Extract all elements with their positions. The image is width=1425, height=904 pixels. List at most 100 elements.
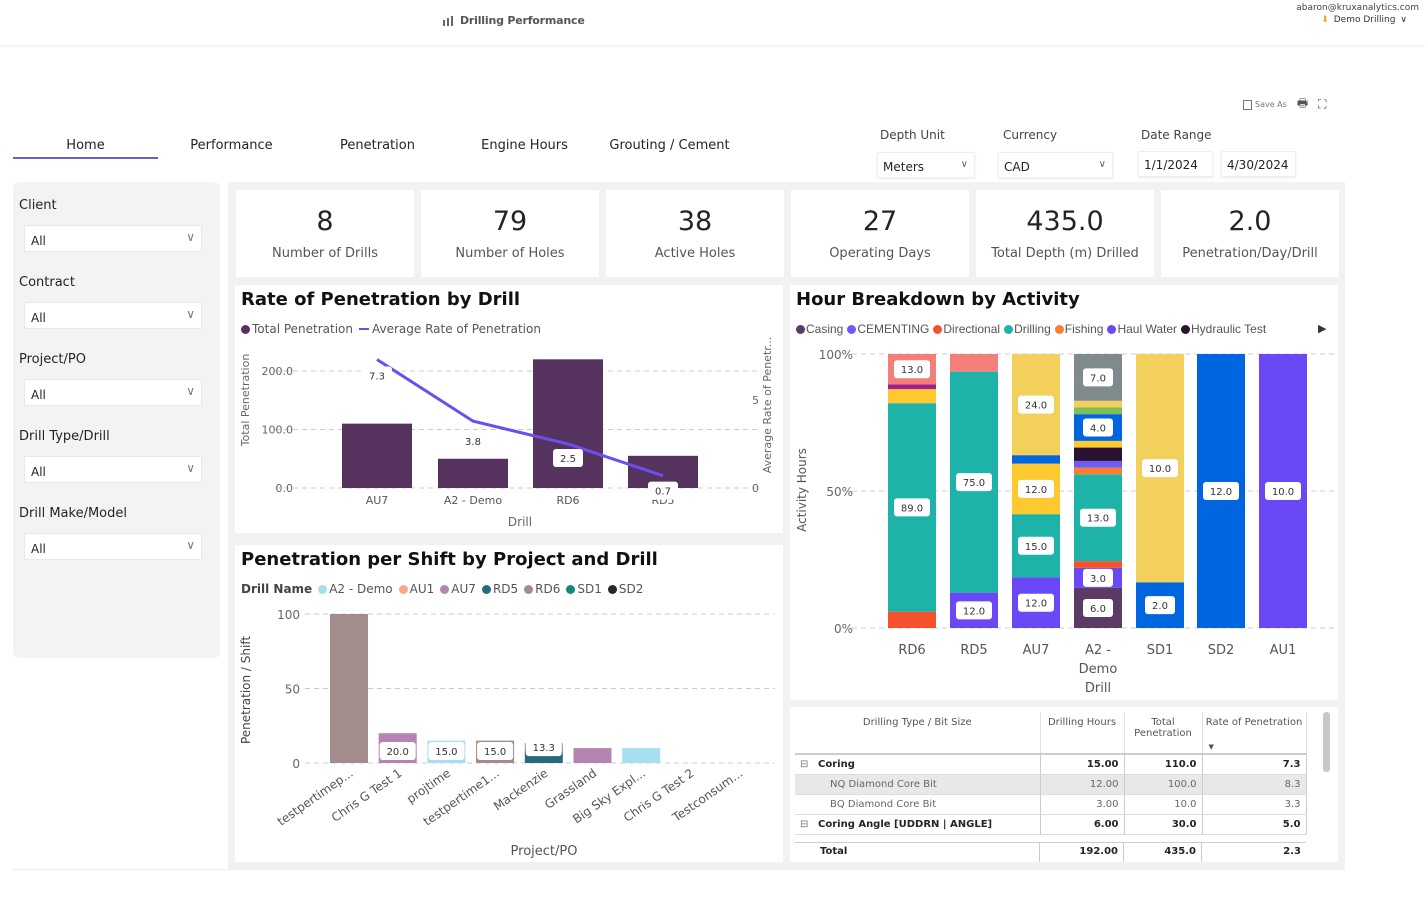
segment-data-label-bg	[1203, 482, 1239, 500]
tab-engine-hours[interactable]: Engine Hours	[481, 138, 568, 153]
start-date-input[interactable]: 1/1/2024	[1138, 151, 1213, 177]
pps-chart-title: Penetration per Shift by Project and Dri…	[241, 549, 658, 570]
bar-segment-fishing[interactable]	[1074, 467, 1122, 475]
legend-dot	[1107, 325, 1117, 334]
filter-dropdown-client[interactable]: All ∨	[24, 225, 202, 252]
table-row[interactable]: NQ Diamond Core Bit 12.00 100.0 8.3	[795, 774, 1307, 795]
table-row[interactable]: ⊟ Coring Angle [UDDRN | ANGLE] 6.00 30.0 5.0	[795, 814, 1307, 835]
legend-item-total-penetration[interactable]: Total Penetration	[241, 322, 353, 336]
kpi-card: 435.0 Total Depth (m) Drilled	[976, 190, 1154, 277]
legend-item[interactable]: A2 - Demo	[318, 582, 393, 596]
table-row[interactable]: BQ Diamond Core Bit 3.00 10.0 3.3	[795, 794, 1307, 815]
print-icon[interactable]: 🖶	[1296, 96, 1309, 110]
col-header-rop-label: Rate of Penetration	[1205, 717, 1303, 728]
kpi-label: Active Holes	[654, 246, 736, 261]
end-date-input[interactable]: 4/30/2024	[1221, 151, 1296, 177]
legend-label: A2 - Demo	[329, 582, 393, 596]
segment-data-label-bg	[1018, 395, 1054, 414]
filter-label: Contract	[19, 275, 75, 290]
bar-segment-directional[interactable]	[1074, 561, 1122, 568]
line-data-label: 2.5	[560, 454, 576, 465]
table-scrollbar[interactable]	[1323, 712, 1330, 772]
bar-segment-hydraulic-test[interactable]	[1074, 447, 1122, 461]
tab-grouting-cement[interactable]: Grouting / Cement	[609, 138, 730, 153]
filter-label: Drill Type/Drill	[19, 429, 110, 444]
cell-hours: 12.00	[1040, 774, 1125, 795]
col-header-rop[interactable]: Rate of Penetration ▼	[1202, 712, 1307, 755]
y-tick-label: 50%	[826, 485, 853, 499]
segment-data-label: 24.0	[1025, 401, 1047, 412]
legend-item[interactable]: Casing	[796, 322, 843, 336]
collapse-icon[interactable]: ⊟	[800, 758, 809, 770]
legend-item[interactable]: Fishing	[1054, 322, 1103, 336]
legend-item[interactable]: Drilling	[1004, 322, 1051, 336]
bar-segment[interactable]	[1012, 455, 1060, 464]
col-header-type[interactable]: Drilling Type / Bit Size	[795, 712, 1041, 755]
filter-dropdown-drill-type-drill[interactable]: All ∨	[24, 456, 202, 483]
bar-segment[interactable]	[950, 354, 998, 372]
legend-dot	[847, 325, 857, 334]
save-as-button[interactable]: Save As	[1243, 99, 1287, 110]
col-header-penetration[interactable]: Total Penetration	[1124, 712, 1203, 755]
legend-item[interactable]: Directional	[933, 322, 1000, 336]
legend-item[interactable]: CEMENTING	[847, 322, 929, 336]
bar-RD6[interactable]	[533, 359, 603, 488]
legend-dot	[1181, 325, 1191, 334]
cell-pen: 110.0	[1124, 754, 1203, 775]
total-penetration: 435.0	[1124, 843, 1202, 862]
bar-segment[interactable]	[1074, 407, 1122, 415]
line-data-label-bg	[553, 449, 583, 467]
legend-item[interactable]: Haul Water	[1107, 322, 1177, 336]
bar-segment[interactable]	[888, 384, 936, 390]
filter-dropdown-drill-make-model[interactable]: All ∨	[24, 533, 202, 560]
kpi-card: 2.0 Penetration/Day/Drill	[1161, 190, 1339, 277]
kpi-label: Number of Holes	[455, 246, 565, 261]
bar-segment-cementing[interactable]	[1074, 460, 1122, 468]
col-header-hours[interactable]: Drilling Hours	[1040, 712, 1125, 755]
y-tick-label: 0.0	[276, 482, 294, 495]
legend-item[interactable]: SD1	[566, 582, 602, 596]
depth-unit-dropdown[interactable]: Meters ∨	[877, 152, 975, 178]
segment-data-label-bg	[1083, 598, 1113, 617]
bar-segment[interactable]	[1074, 440, 1122, 448]
segment-data-label-bg	[1145, 596, 1175, 615]
tab-performance[interactable]: Performance	[190, 138, 273, 153]
bar-segment-AU7[interactable]	[573, 748, 612, 763]
currency-dropdown[interactable]: CAD ∨	[998, 152, 1113, 178]
bar-segment-RD6[interactable]	[330, 614, 368, 763]
bar-segment[interactable]	[888, 389, 936, 404]
legend-item[interactable]: RD5	[481, 582, 518, 596]
legend-title: Drill Name	[241, 582, 313, 596]
rop-by-drill-panel: Rate of Penetration by Drill Total Penet…	[235, 285, 783, 533]
bar-segment-RD5[interactable]	[524, 751, 563, 763]
legend-item[interactable]: AU7	[440, 582, 476, 596]
bar-data-label-bg	[379, 742, 416, 760]
filter-dropdown-project-po[interactable]: All ∨	[24, 379, 202, 406]
y2-tick-label: 5	[752, 394, 759, 407]
bar-A2 - Demo[interactable]	[438, 458, 508, 488]
legend-item[interactable]: SD2	[607, 582, 643, 596]
bar-segment[interactable]	[1074, 400, 1122, 408]
avg-rop-line[interactable]	[376, 358, 664, 478]
filter-dropdown-contract[interactable]: All ∨	[24, 302, 202, 329]
legend-item[interactable]: AU1	[398, 582, 434, 596]
tab-penetration[interactable]: Penetration	[340, 138, 415, 153]
tab-home[interactable]: Home	[66, 138, 105, 153]
org-selector[interactable]: ⬇ Demo Drilling ∨	[1321, 15, 1407, 25]
chevron-down-icon: ∨	[960, 159, 968, 170]
bar-AU7[interactable]	[342, 423, 412, 488]
bar-segment-A2-Demo[interactable]	[622, 748, 661, 763]
save-icon	[1243, 99, 1252, 110]
legend-item[interactable]: Hydraulic Test	[1181, 322, 1266, 336]
filter-value: All	[31, 311, 46, 325]
collapse-icon[interactable]: ⊟	[800, 818, 809, 830]
chevron-down-icon: ∨	[186, 384, 195, 398]
bar-segment-directional[interactable]	[888, 611, 936, 628]
table-row[interactable]: ⊟ Coring 15.00 110.0 7.3	[795, 754, 1307, 775]
segment-data-label: 12.0	[1210, 487, 1232, 498]
segment-data-label: 10.0	[1272, 487, 1294, 498]
fullscreen-icon[interactable]: ⛶	[1318, 97, 1327, 111]
legend-item-average-rop[interactable]: Average Rate of Penetration	[359, 322, 541, 336]
legend-next-arrow-icon[interactable]: ▶	[1318, 322, 1327, 335]
legend-item[interactable]: RD6	[524, 582, 560, 596]
